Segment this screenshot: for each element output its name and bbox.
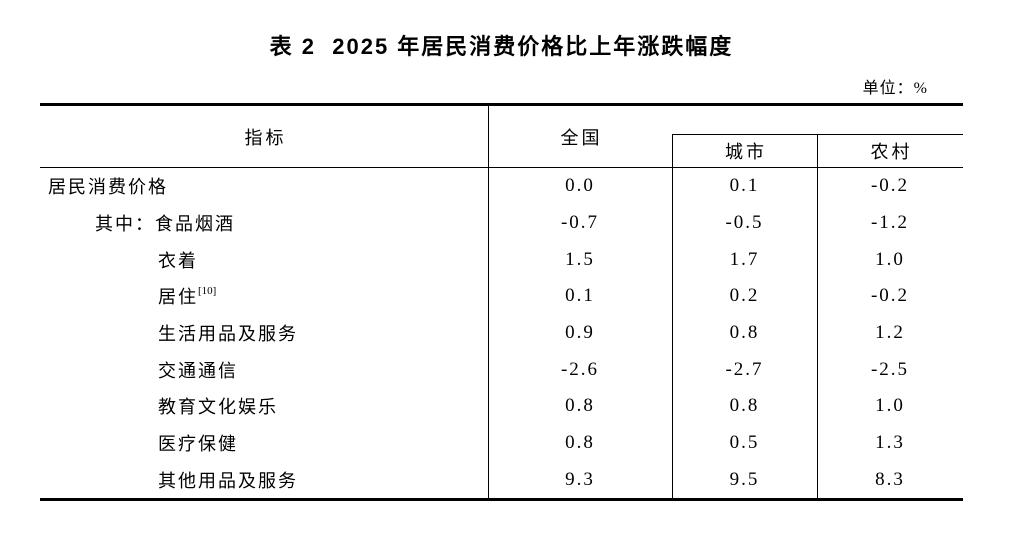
table-row: 医疗保健 0.8 0.5 1.3 xyxy=(40,425,963,462)
value-urban: 0.5 xyxy=(729,431,760,453)
table-row: 居民消费价格 0.0 0.1 -0.2 xyxy=(40,168,963,205)
value-rural: 1.0 xyxy=(875,248,905,270)
table-row: 教育文化娱乐 0.8 0.8 1.0 xyxy=(40,388,963,425)
col-header-national: 全国 xyxy=(560,127,603,148)
row-label-text: 医疗保健 xyxy=(158,433,238,454)
row-label: 其中：食品烟酒 xyxy=(40,210,488,236)
row-label-text: 居民消费价格 xyxy=(48,177,168,198)
value-national: 0.9 xyxy=(565,321,595,343)
row-label-text: 交通通信 xyxy=(158,360,238,381)
cpi-table: 指标 全国 城市 农村 居民消费价格 0.0 0.1 -0.2 其中：食品烟酒 … xyxy=(40,103,963,501)
col-header-rural: 农村 xyxy=(870,142,913,162)
value-national: 9.3 xyxy=(565,468,595,490)
table-row: 其中：食品烟酒 -0.7 -0.5 -1.2 xyxy=(40,205,963,242)
value-rural: -1.2 xyxy=(870,211,910,233)
value-national: 1.5 xyxy=(565,248,595,270)
table-row: 衣着 1.5 1.7 1.0 xyxy=(40,241,963,278)
value-national: 0.8 xyxy=(565,431,595,453)
column-divider-national-urban xyxy=(672,134,673,498)
value-rural: 8.3 xyxy=(875,468,905,490)
unit-label: 单位：% xyxy=(862,80,928,97)
value-rural: -0.2 xyxy=(870,285,910,307)
table-bottom-border xyxy=(40,498,963,501)
row-label-text: 其他用品及服务 xyxy=(158,470,298,491)
row-label: 教育文化娱乐 xyxy=(40,393,488,419)
row-label: 交通通信 xyxy=(40,357,488,383)
column-divider-urban-rural xyxy=(817,134,818,498)
value-rural: -0.2 xyxy=(870,175,910,197)
row-label: 居住[10] xyxy=(40,283,488,309)
header-bottom-border xyxy=(40,167,963,168)
value-rural: 1.0 xyxy=(875,395,905,417)
value-national: 0.8 xyxy=(565,395,595,417)
col-header-urban: 城市 xyxy=(725,142,767,162)
row-label: 生活用品及服务 xyxy=(40,320,488,346)
row-label: 其他用品及服务 xyxy=(40,467,488,493)
value-rural: 1.3 xyxy=(875,431,905,453)
value-national: -2.6 xyxy=(560,358,600,380)
row-label-text: 衣着 xyxy=(158,250,198,271)
row-label: 衣着 xyxy=(40,247,488,273)
table-row: 生活用品及服务 0.9 0.8 1.2 xyxy=(40,315,963,352)
table-row: 其他用品及服务 9.3 9.5 8.3 xyxy=(40,461,963,498)
value-rural: 1.2 xyxy=(875,321,905,343)
row-label-text: 教育文化娱乐 xyxy=(158,397,278,418)
value-national: -0.7 xyxy=(560,211,600,233)
value-urban: 9.5 xyxy=(729,468,760,490)
row-label: 居民消费价格 xyxy=(40,173,488,199)
row-label-text: 其中：食品烟酒 xyxy=(95,213,235,234)
value-national: 0.1 xyxy=(565,285,595,307)
table-row: 居住[10] 0.1 0.2 -0.2 xyxy=(40,278,963,315)
page-title: 表 2 2025 年居民消费价格比上年涨跌幅度 xyxy=(269,34,734,59)
column-divider-indicator-national xyxy=(488,106,489,498)
value-urban: 0.8 xyxy=(729,395,760,417)
value-urban: 1.7 xyxy=(729,248,760,270)
table-body: 居民消费价格 0.0 0.1 -0.2 其中：食品烟酒 -0.7 -0.5 -1… xyxy=(40,168,963,498)
value-urban: -0.5 xyxy=(725,211,764,233)
col-header-indicator: 指标 xyxy=(244,127,287,148)
value-urban: -2.7 xyxy=(725,358,764,380)
value-national: 0.0 xyxy=(565,175,595,197)
row-label: 医疗保健 xyxy=(40,430,488,456)
row-label-text: 居住 xyxy=(158,287,198,308)
row-label-text: 生活用品及服务 xyxy=(158,323,298,344)
footnote-ref: [10] xyxy=(198,285,217,298)
value-rural: -2.5 xyxy=(870,358,910,380)
table-top-border xyxy=(40,103,963,106)
value-urban: 0.2 xyxy=(729,285,760,307)
value-urban: 0.1 xyxy=(729,175,760,197)
value-urban: 0.8 xyxy=(729,321,760,343)
table-row: 交通通信 -2.6 -2.7 -2.5 xyxy=(40,351,963,388)
